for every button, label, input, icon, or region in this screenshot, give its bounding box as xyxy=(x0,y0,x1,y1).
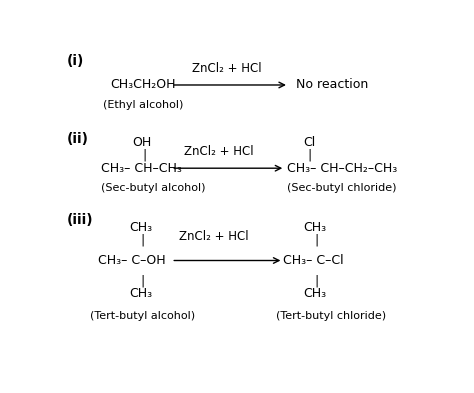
Text: (ii): (ii) xyxy=(66,132,89,147)
Text: |: | xyxy=(315,274,319,287)
Text: (iii): (iii) xyxy=(66,213,93,227)
Text: |: | xyxy=(142,149,146,162)
Text: OH: OH xyxy=(133,136,152,149)
Text: ZnCl₂ + HCl: ZnCl₂ + HCl xyxy=(179,230,248,243)
Text: (Sec-butyl alcohol): (Sec-butyl alcohol) xyxy=(101,183,206,193)
Text: CH₃– CH–CH₂–CH₃: CH₃– CH–CH₂–CH₃ xyxy=(287,162,397,175)
Text: CH₃: CH₃ xyxy=(303,287,327,300)
Text: ZnCl₂ + HCl: ZnCl₂ + HCl xyxy=(191,62,261,75)
Text: (i): (i) xyxy=(66,54,84,68)
Text: CH₃– C–OH: CH₃– C–OH xyxy=(98,254,165,267)
Text: (Tert-butyl chloride): (Tert-butyl chloride) xyxy=(276,312,386,321)
Text: (Sec-butyl chloride): (Sec-butyl chloride) xyxy=(287,183,397,193)
Text: No reaction: No reaction xyxy=(296,79,368,92)
Text: (Ethyl alcohol): (Ethyl alcohol) xyxy=(103,100,184,110)
Text: |: | xyxy=(140,234,144,247)
Text: CH₃– C–Cl: CH₃– C–Cl xyxy=(283,254,344,267)
Text: |: | xyxy=(140,274,144,287)
Text: |: | xyxy=(315,234,319,247)
Text: CH₃: CH₃ xyxy=(129,287,152,300)
Text: Cl: Cl xyxy=(303,136,316,149)
Text: ZnCl₂ + HCl: ZnCl₂ + HCl xyxy=(184,145,254,158)
Text: (Tert-butyl alcohol): (Tert-butyl alcohol) xyxy=(91,312,196,321)
Text: CH₃: CH₃ xyxy=(129,221,152,234)
Text: CH₃CH₂OH: CH₃CH₂OH xyxy=(110,79,176,92)
Text: CH₃: CH₃ xyxy=(303,221,327,234)
Text: |: | xyxy=(307,149,311,162)
Text: CH₃– CH–CH₃: CH₃– CH–CH₃ xyxy=(101,162,182,175)
